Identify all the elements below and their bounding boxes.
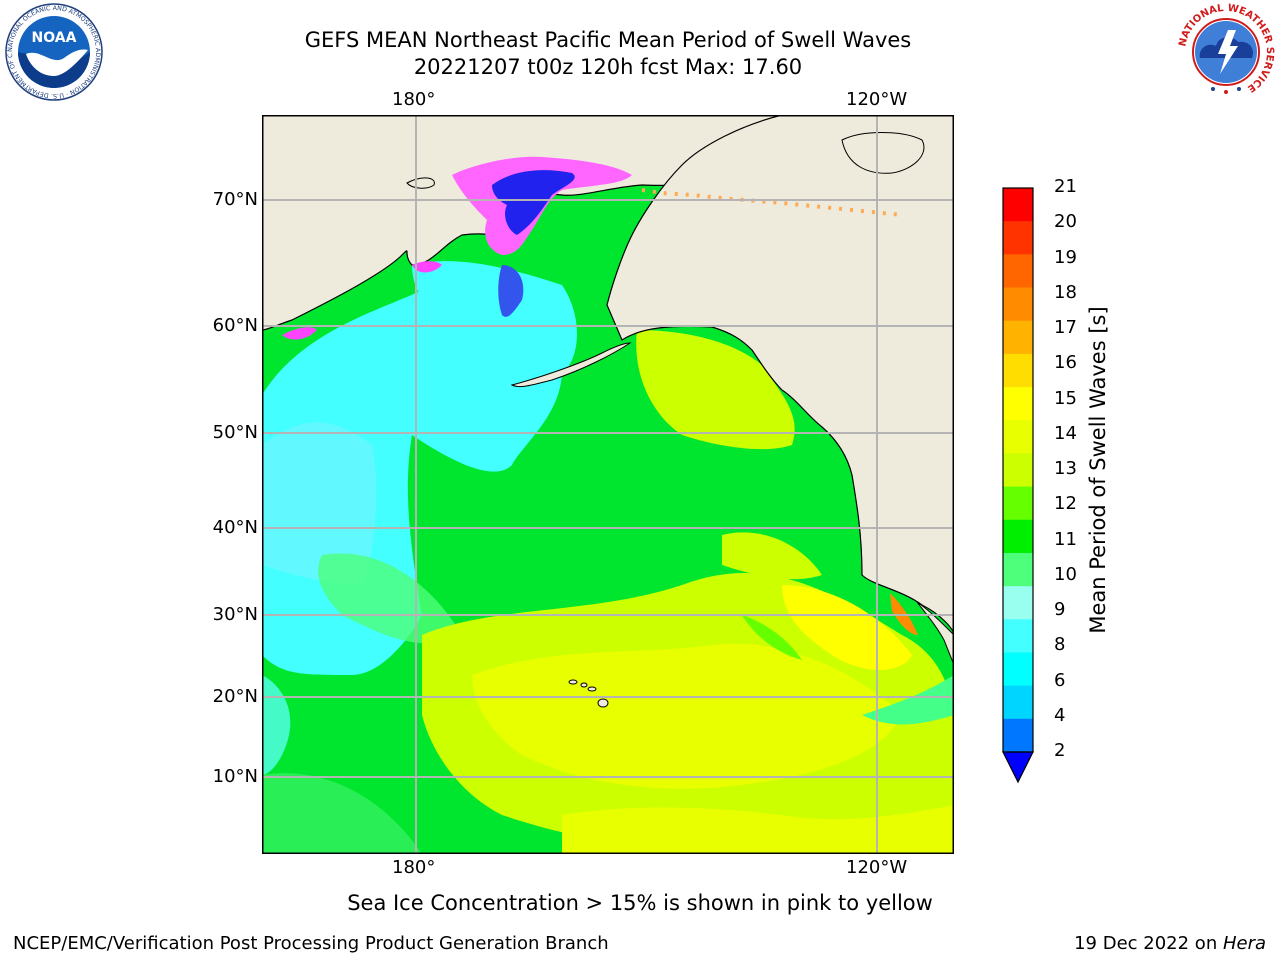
- light-green-region: [318, 553, 462, 644]
- colorbar-tick-label: 18: [1054, 281, 1077, 303]
- lat-label-60n: 60°N: [212, 315, 258, 336]
- colorbar-segment: [1003, 519, 1033, 554]
- colorbar-segment: [1003, 188, 1033, 222]
- colorbar-tick-label: 9: [1054, 599, 1066, 620]
- colorbar-tick-label: 8: [1054, 634, 1066, 656]
- colorbar: [1002, 187, 1034, 784]
- alaska-peninsula: [510, 342, 632, 388]
- colorbar-tick-label: 16: [1054, 352, 1077, 374]
- north-america-landmass: [606, 115, 954, 636]
- colorbar-segment: [1003, 718, 1033, 753]
- colorbar-tick-label: 17: [1054, 317, 1077, 338]
- colorbar-tick-label: 20: [1054, 211, 1077, 233]
- east-pacific-yellow-patch: [722, 532, 822, 580]
- map-frame: [262, 115, 954, 854]
- colorbar-segment: [1003, 221, 1033, 255]
- noaa-logo-text: NOAA: [32, 30, 77, 46]
- bering-ice-pink: [412, 261, 442, 273]
- lat-label-10n: 10°N: [212, 766, 258, 787]
- colorbar-tick-label: 14: [1054, 422, 1077, 444]
- lat-label-20n: 20°N: [212, 686, 258, 707]
- bering-ice-blue: [498, 265, 524, 317]
- colorbar-tick-label: 19: [1054, 246, 1077, 268]
- colorbar-label: Mean Period of Swell Waves [s]: [1086, 306, 1110, 634]
- west-ice-pink: [282, 327, 317, 340]
- lat-label-50n: 50°N: [212, 422, 258, 443]
- colorbar-tick-label: 6: [1054, 669, 1066, 691]
- colorbar-segment: [1003, 486, 1033, 521]
- colorbar-tick-label: 13: [1054, 458, 1077, 479]
- colorbar-segment: [1003, 552, 1033, 587]
- colorbar-segment: [1003, 652, 1033, 687]
- wrangel-island: [406, 177, 435, 189]
- colorbar-extend-triangle: [1002, 751, 1034, 784]
- colorbar-tick-label: 15: [1054, 387, 1077, 409]
- east-green-streak: [862, 675, 954, 725]
- colorbar-tick-label: 2: [1054, 740, 1066, 761]
- green-streak: [742, 615, 802, 660]
- footer-date-text: 19 Dec 2022 on: [1074, 933, 1223, 954]
- noaa-logo: NATIONAL OCEANIC AND ATMOSPHERIC ADMINIS…: [4, 2, 103, 101]
- colorbar-segment: [1003, 619, 1033, 653]
- map-panel: [262, 115, 954, 854]
- southwest-green-region: [262, 773, 422, 854]
- hawaiian-islands: [568, 679, 609, 708]
- colorbar-segment: [1003, 685, 1033, 720]
- colorbar-tick-label: 4: [1054, 704, 1066, 726]
- lat-label-70n: 70°N: [212, 189, 258, 210]
- colorbar-segment: [1003, 420, 1033, 454]
- colorbar-segment: [1003, 387, 1033, 421]
- central-pacific-bright-yellow: [472, 643, 902, 789]
- west-cyan-patch: [262, 675, 291, 775]
- footer-host: Hera: [1222, 933, 1266, 954]
- colorbar-segment: [1003, 353, 1033, 388]
- baja-california: [916, 601, 954, 666]
- colorbar-segment: [1003, 320, 1033, 355]
- colorbar-frame: [1002, 187, 1034, 753]
- colorbar-tick-label: 11: [1054, 528, 1077, 550]
- yellow-core-region: [782, 585, 912, 670]
- colorbar-tick-label: 10: [1054, 563, 1077, 585]
- colorbar-tick-label: 21: [1054, 176, 1077, 197]
- light-cyan-region: [262, 422, 377, 585]
- sea-ice-caption: Sea Ice Concentration > 15% is shown in …: [347, 891, 933, 915]
- lon-label-top-120w: 120°W: [846, 89, 908, 110]
- bering-cyan-region: [412, 261, 577, 377]
- colorbar-segment: [1003, 453, 1033, 488]
- map-title: GEFS MEAN Northeast Pacific Mean Period …: [304, 28, 912, 52]
- lon-label-top-180: 180°: [392, 89, 436, 110]
- footer-date: 19 Dec 2022 on Hera: [1074, 933, 1266, 954]
- colorbar-segment: [1003, 586, 1033, 620]
- lat-label-30n: 30°N: [212, 604, 258, 625]
- gulf-of-alaska-yellow-region: [636, 330, 795, 450]
- footer-credit: NCEP/EMC/Verification Post Processing Pr…: [13, 933, 609, 954]
- colorbar-tick-label: 12: [1054, 493, 1077, 515]
- colorbar-segment: [1003, 287, 1033, 322]
- lat-label-40n: 40°N: [212, 517, 258, 538]
- lon-label-bottom-180: 180°: [392, 857, 436, 878]
- lon-label-bottom-120w: 120°W: [846, 857, 908, 878]
- colorbar-segment: [1003, 254, 1033, 289]
- sea-ice-blue: [492, 170, 575, 235]
- southern-yellow-band: [562, 805, 954, 854]
- gridlines: [262, 115, 954, 854]
- map-subtitle: 20221207 t00z 120h fcst Max: 17.60: [413, 55, 803, 79]
- nws-logo: NATIONAL WEATHER SERVICE: [1177, 3, 1275, 100]
